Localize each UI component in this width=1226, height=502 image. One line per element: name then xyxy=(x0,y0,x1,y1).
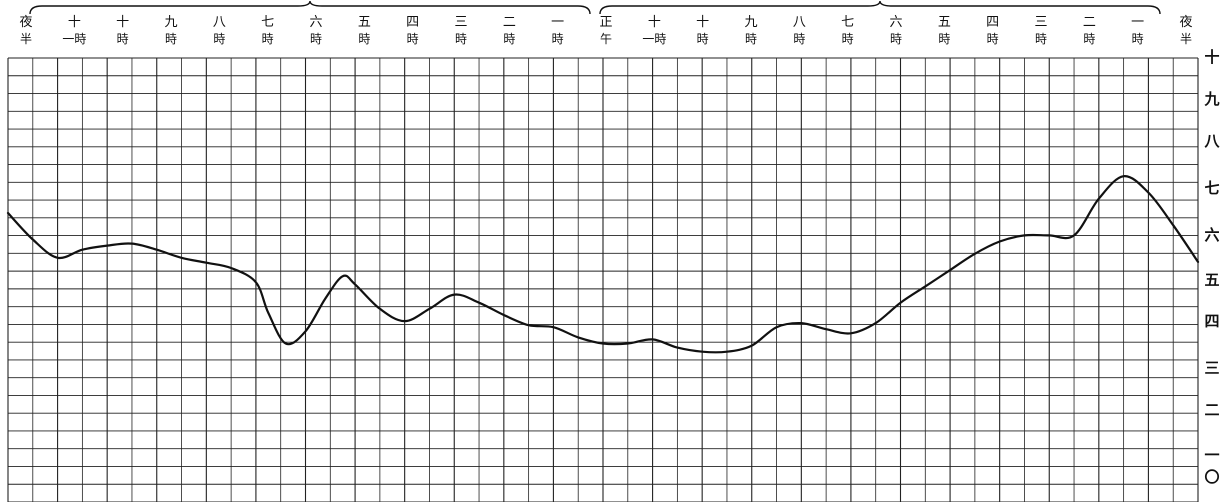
y-tick-label: 六 xyxy=(1204,226,1219,244)
x-tick-label: 時 xyxy=(1035,32,1047,46)
y-tick-label: 二 xyxy=(1204,401,1219,419)
x-tick-label: 時 xyxy=(697,32,709,46)
x-tick-label: 六 xyxy=(309,15,322,30)
x-tick-label: 半 xyxy=(20,32,32,46)
x-tick-label: 時 xyxy=(503,32,515,46)
x-tick-label: 半 xyxy=(1180,32,1192,46)
y-tick-label: 十 xyxy=(1204,48,1219,66)
x-tick-label: 時 xyxy=(890,32,902,46)
x-tick-label: 二 xyxy=(1083,15,1096,30)
y-tick-label: 一 xyxy=(1204,446,1219,464)
x-tick-label: 二 xyxy=(503,15,516,30)
x-tick-label: 正 xyxy=(599,15,612,30)
x-tick-label: 時 xyxy=(310,32,322,46)
y-tick-label: 〇 xyxy=(1204,468,1219,486)
x-tick-label: 午 xyxy=(600,32,612,46)
x-tick-label: 五 xyxy=(938,15,951,30)
x-tick-label: 七 xyxy=(261,15,274,30)
x-tick-label: 時 xyxy=(745,32,757,46)
x-tick-label: 八 xyxy=(793,15,806,30)
header-brace xyxy=(29,0,591,15)
x-tick-label: 十 xyxy=(116,15,129,30)
y-tick-label: 七 xyxy=(1204,179,1219,197)
header-braces xyxy=(29,0,1161,15)
y-tick-label: 九 xyxy=(1203,90,1219,108)
x-tick-label: 五 xyxy=(358,15,371,30)
x-tick-label: 時 xyxy=(455,32,467,46)
x-tick-label: 時 xyxy=(552,32,564,46)
x-tick-label: 九 xyxy=(744,15,757,30)
x-tick-label: 八 xyxy=(213,15,226,30)
chart-grid xyxy=(7,57,1199,502)
x-tick-label: 時 xyxy=(1083,32,1095,46)
x-tick-label: 時 xyxy=(358,32,370,46)
x-tick-label: 七 xyxy=(841,15,854,30)
x-tick-label: 一時 xyxy=(642,32,666,46)
x-tick-label: 九 xyxy=(164,15,177,30)
x-tick-label: 時 xyxy=(165,32,177,46)
header-brace xyxy=(599,0,1161,15)
x-tick-label: 時 xyxy=(842,32,854,46)
x-tick-label: 三 xyxy=(1034,15,1047,30)
x-tick-label: 時 xyxy=(117,32,129,46)
y-tick-label: 三 xyxy=(1204,359,1219,377)
y-tick-label: 四 xyxy=(1204,312,1219,330)
x-tick-label: 時 xyxy=(407,32,419,46)
x-tick-label: 時 xyxy=(213,32,225,46)
x-tick-label: 時 xyxy=(938,32,950,46)
x-tick-label: 十 xyxy=(648,15,661,30)
y-tick-label: 五 xyxy=(1204,271,1219,289)
x-tick-label: 夜 xyxy=(1179,15,1192,30)
y-tick-label: 八 xyxy=(1203,132,1220,150)
x-tick-label: 三 xyxy=(454,15,467,30)
x-tick-label: 一 xyxy=(1131,15,1144,30)
x-tick-label: 四 xyxy=(986,15,999,30)
x-tick-label: 時 xyxy=(793,32,805,46)
series-line xyxy=(6,175,1200,354)
x-tick-label: 十 xyxy=(68,15,81,30)
x-tick-label: 時 xyxy=(987,32,999,46)
x-tick-label: 一 xyxy=(551,15,564,30)
x-tick-label: 六 xyxy=(889,15,902,30)
x-tick-label: 夜 xyxy=(19,15,32,30)
x-tick-label: 時 xyxy=(1132,32,1144,46)
x-tick-labels: 夜半十一時十時九時八時七時六時五時四時三時二時一時正午十一時十時九時八時七時六時… xyxy=(19,15,1192,46)
x-tick-label: 四 xyxy=(406,15,419,30)
x-tick-label: 時 xyxy=(262,32,274,46)
x-tick-label: 一時 xyxy=(62,32,86,46)
x-tick-label: 十 xyxy=(696,15,709,30)
